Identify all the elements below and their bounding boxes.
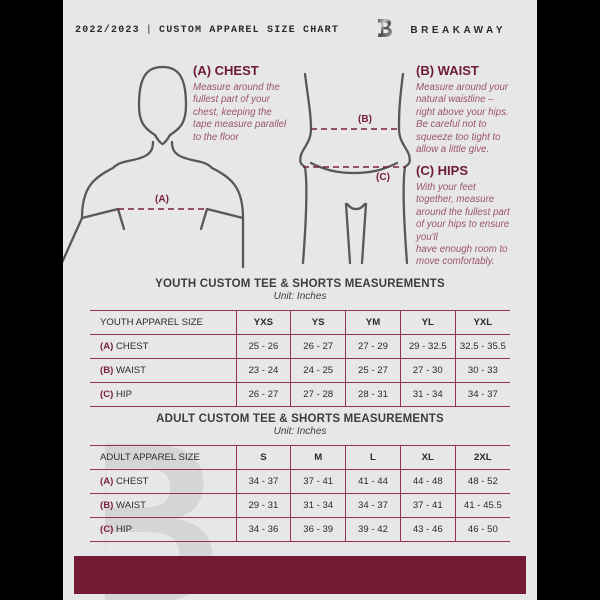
svg-text:(A): (A) bbox=[155, 194, 169, 205]
svg-text:(C): (C) bbox=[376, 172, 390, 183]
svg-text:(B): (B) bbox=[358, 114, 372, 125]
